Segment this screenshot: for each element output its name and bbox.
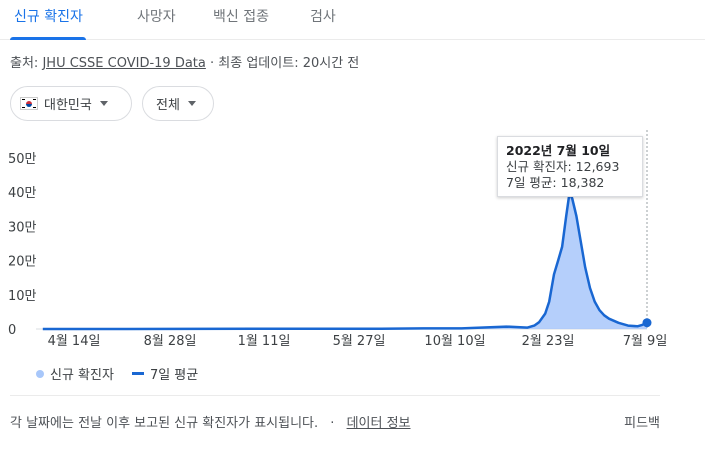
x-tick-label: 2월 23일 (522, 334, 575, 349)
range-label: 전체 (156, 98, 180, 113)
x-tick-label: 10월 10일 (424, 334, 485, 349)
active-tab-indicator (10, 37, 86, 40)
x-tick-label: 5월 27일 (333, 334, 386, 349)
hover-indicator (642, 130, 652, 329)
chart-legend: 신규 확진자 7일 평균 (36, 364, 198, 383)
tooltip-average: 7일 평균: 18,382 (506, 175, 605, 190)
chevron-down-icon (187, 101, 196, 106)
tab-vaccinations[interactable]: 백신 접종 (213, 9, 269, 25)
country-label: 대한민국 (44, 98, 92, 113)
source-separator: · (210, 56, 215, 71)
y-tick-label: 0 (8, 323, 16, 338)
source-prefix: 출처: (10, 56, 39, 71)
data-info-link[interactable]: 데이터 정보 (346, 416, 411, 431)
korea-flag-icon (20, 97, 38, 110)
y-tick-label: 40만 (8, 186, 37, 201)
footer-separator: · (330, 416, 335, 431)
country-dropdown[interactable]: 대한민국 (10, 86, 132, 121)
feedback-link[interactable]: 피드백 (624, 416, 660, 431)
y-axis: 0 10만 20만 30만 40만 50만 (8, 152, 37, 338)
y-tick-label: 10만 (8, 289, 37, 304)
seven-day-avg-path (42, 190, 648, 331)
tab-bar: 신규 확진자 사망자 백신 접종 검사 (0, 0, 705, 40)
x-tick-label: 1월 11일 (238, 334, 291, 349)
x-tick-label: 8월 28일 (144, 334, 197, 349)
tab-testing[interactable]: 검사 (310, 9, 336, 25)
daily-cases-area-fill (42, 185, 648, 329)
cases-chart[interactable]: 0 10만 20만 30만 40만 50만 4월 14일 8월 28일 1월 11일 5월 27… (0, 130, 705, 355)
source-link[interactable]: JHU CSSE COVID-19 Data (42, 56, 206, 71)
tooltip-date: 2022년 7월 10일 (506, 143, 611, 158)
last-updated: 최종 업데이트: 20시간 전 (218, 56, 360, 71)
footer-note: 각 날짜에는 전날 이후 보고된 신규 확진자가 표시됩니다. · 데이터 정보 (10, 412, 411, 431)
y-tick-label: 30만 (8, 220, 37, 235)
x-tick-label: 4월 14일 (48, 334, 101, 349)
tooltip-new-cases: 신규 확진자: 12,693 (506, 159, 620, 174)
chart-tooltip: 2022년 7월 10일 신규 확진자: 12,693 7일 평균: 18,38… (497, 136, 643, 197)
y-tick-label: 20만 (8, 255, 37, 270)
x-tick-label: 7월 9일 (623, 334, 668, 349)
source-line: 출처: JHU CSSE COVID-19 Data · 최종 업데이트: 20… (10, 52, 359, 71)
range-dropdown[interactable]: 전체 (142, 86, 214, 121)
chevron-down-icon (99, 101, 108, 106)
x-axis: 4월 14일 8월 28일 1월 11일 5월 27일 10월 10일 2월 23일 7월 … (48, 334, 668, 349)
new-cases-legend-dot (36, 369, 44, 378)
hover-point (642, 318, 652, 328)
daily-cases-area (42, 185, 648, 329)
tab-deaths[interactable]: 사망자 (137, 9, 176, 25)
legend-average: 7일 평균 (149, 368, 199, 383)
seven-day-avg-line (42, 190, 648, 331)
footer-text: 각 날짜에는 전날 이후 보고된 신규 확진자가 표시됩니다. (10, 416, 319, 431)
y-tick-label: 50만 (8, 152, 37, 167)
tab-new-cases[interactable]: 신규 확진자 (14, 9, 83, 25)
divider (10, 395, 660, 396)
legend-new-cases: 신규 확진자 (50, 368, 114, 383)
average-legend-line (131, 372, 144, 375)
